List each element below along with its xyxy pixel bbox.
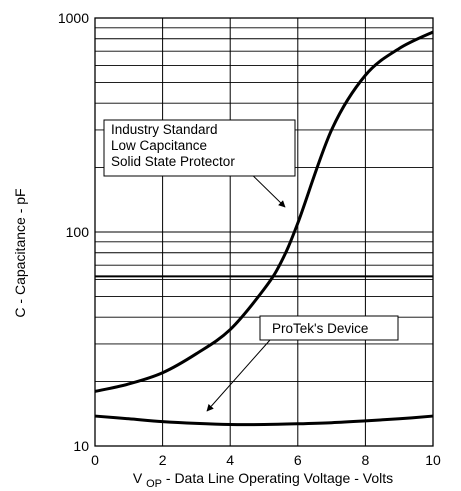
protek-device-label-line: ProTek's Device bbox=[272, 321, 368, 336]
protek-device-curve bbox=[94, 414, 434, 427]
x-axis-title: V OP - Data Line Operating Voltage - Vol… bbox=[133, 470, 393, 490]
protek-device-label-box bbox=[259, 315, 399, 341]
industry-standard-curve bbox=[94, 30, 434, 393]
x-tick-label: 2 bbox=[159, 452, 167, 468]
x-tick-label: 8 bbox=[362, 452, 370, 468]
x-tick-label: 0 bbox=[91, 452, 99, 468]
industry-standard-label-line: Industry Standard bbox=[111, 122, 218, 137]
protek-device-label-text: ProTek's Device bbox=[272, 321, 368, 336]
x-axis-title-rest: - Data Line Operating Voltage - Volts bbox=[166, 470, 393, 486]
x-axis-title-main: V bbox=[133, 470, 143, 486]
x-tick-label: 6 bbox=[294, 452, 302, 468]
plot-frame bbox=[94, 17, 434, 447]
x-tick-label: 4 bbox=[226, 452, 234, 468]
grid bbox=[94, 17, 434, 447]
industry-standard-label-line: Low Capcitance bbox=[111, 138, 207, 153]
x-axis-title-sub: OP bbox=[146, 478, 162, 490]
protek-device-label-arrow bbox=[206, 339, 271, 412]
tick-labels: 0 2 4 6 8 10 10 100 1000 bbox=[58, 10, 441, 468]
industry-standard-label-line: Solid State Protector bbox=[111, 154, 235, 169]
y-tick-label: 100 bbox=[66, 224, 90, 240]
annotations: Industry Standard Low Capcitance Solid Sta… bbox=[103, 119, 399, 412]
y-axis-title: C - Capacitance - pF bbox=[12, 188, 28, 317]
y-tick-label: 10 bbox=[73, 438, 89, 454]
industry-standard-label-box bbox=[103, 119, 296, 177]
series-lines bbox=[94, 30, 434, 427]
y-tick-label: 1000 bbox=[58, 10, 89, 26]
industry-standard-label-text: Industry Standard Low Capcitance Solid Sta… bbox=[111, 122, 235, 169]
x-tick-label: 10 bbox=[425, 452, 441, 468]
